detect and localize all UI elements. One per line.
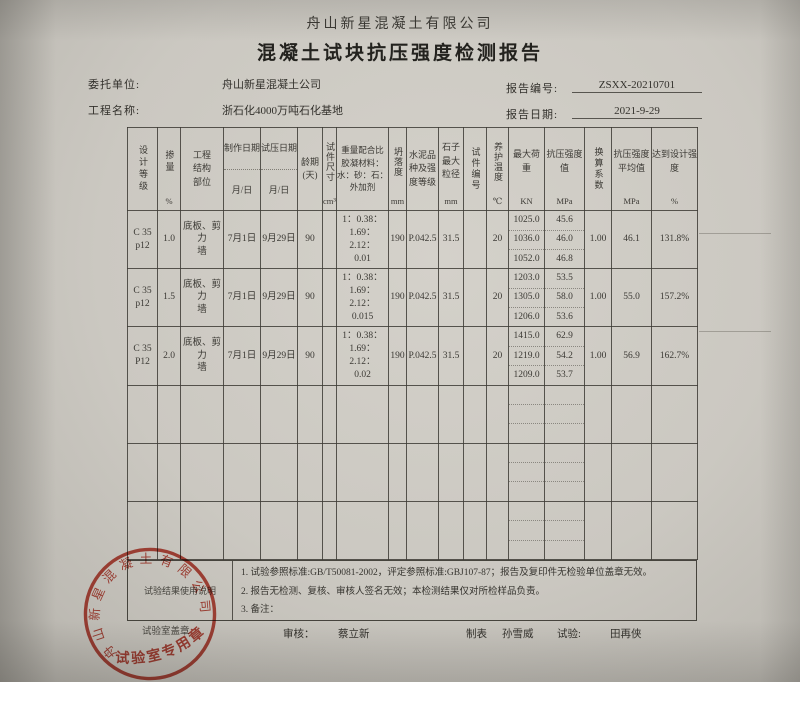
col-specimen-size: 试件尺寸 cm³	[322, 126, 337, 212]
col-make-date: 制作日期 月/日	[223, 126, 261, 212]
col-strength-avg: 抗压强度 平均值 MPa	[611, 126, 652, 212]
notes-box: 试验结果使用说明 1. 试验参照标准:GB/T50081-2002，评定参照标准…	[127, 560, 697, 621]
tabulate-label: 制表	[466, 629, 487, 640]
col-mix-ratio: 重量配合比 胶凝材料： 水：砂：石： 外加剂	[336, 126, 389, 212]
report-date-label: 报告日期:	[506, 109, 559, 121]
stamp-ring	[83, 547, 217, 681]
test-name: 田再侠	[610, 629, 642, 640]
table-row-empty	[127, 500, 698, 561]
note-line-2: 2. 报告无检测、复核、审核人签名无效；本检测结果仅对所检样品负责。	[241, 586, 546, 597]
company-name: 舟山新星混凝土有限公司	[306, 17, 494, 32]
col-age: 龄期 (天)	[297, 126, 323, 212]
notes-side-label: 试验结果使用说明	[128, 561, 233, 620]
report-title: 混凝土试块抗压强度检测报告	[256, 43, 543, 64]
review-label: 审核：	[283, 629, 315, 640]
report-date-value: 2021-9-29	[572, 105, 702, 119]
project-value: 浙石化4000万吨石化基地	[222, 105, 343, 117]
table-row: C 35 P12 2.0 底板、剪力 墙 7月1日 9月29日 90 1：0.3…	[127, 326, 698, 386]
client-value: 舟山新星混凝土公司	[222, 79, 321, 91]
stamp-title-text: 试验室专用章	[110, 620, 213, 677]
col-press-date: 试压日期 月/日	[260, 126, 298, 212]
col-coefficient: 换算系数	[584, 126, 612, 212]
col-design-pct: 达到设计强 度%	[651, 126, 698, 212]
tabulate-name: 孙雪威	[502, 629, 534, 640]
report-no-label: 报告编号:	[506, 83, 559, 95]
col-design-grade: 设计等级	[127, 126, 158, 212]
note-line-1: 1. 试验参照标准:GB/T50081-2002，评定参照标准:GBJ107-8…	[241, 568, 653, 578]
col-slump: 坍落度 mm	[388, 126, 407, 212]
lab-seal-hint: 试验室盖章	[142, 627, 190, 637]
col-strength-value: 抗压强度 值 MPa	[544, 126, 585, 212]
col-cement-type: 水泥品 种及强 度等级	[406, 126, 439, 212]
scanned-report-page: 舟山新星混凝土有限公司 混凝土试块抗压强度检测报告 委托单位: 舟山新星混凝土公…	[0, 0, 800, 682]
table-header-row: 设计等级 掺量% 工程 结构 部位 制作日期 月/日 试压日期 月/日 龄期 (天)…	[127, 126, 698, 212]
test-label: 试验:	[557, 629, 581, 640]
col-specimen-no: 试件编号	[463, 126, 487, 212]
table-row-empty	[127, 384, 698, 444]
col-structure-part: 工程 结构 部位	[180, 126, 224, 212]
project-label: 工程名称:	[88, 105, 141, 117]
report-no-value: ZSXX-20210701	[572, 79, 702, 93]
col-max-load: 最大荷重 KN	[508, 126, 545, 212]
col-cure-temp: 养护温度 ℃	[486, 126, 509, 212]
scan-artifact-line	[699, 331, 771, 332]
table-row: C 35 p12 1.5 底板、剪力 墙 7月1日 9月29日 90 1：0.3…	[127, 268, 698, 328]
col-admixture: 掺量%	[157, 126, 181, 212]
scan-artifact-line	[699, 233, 771, 234]
note-line-3: 3. 备注：	[241, 605, 280, 615]
lab-seal-stamp: 舟山新星混凝土有限公司 试验室专用章	[71, 534, 219, 681]
review-name: 蔡立新	[338, 629, 370, 640]
table-row-empty	[127, 442, 698, 502]
svg-text:试验室专用章: 试验室专用章	[110, 620, 213, 677]
client-label: 委托单位:	[88, 79, 141, 91]
table-row: C 35 p12 1.0 底板、剪力 墙 7月1日 9月29日 90 1：0.3…	[127, 210, 698, 270]
col-stone-size: 石子 最大 粒径 mm	[438, 126, 464, 212]
results-table: 设计等级 掺量% 工程 结构 部位 制作日期 月/日 试压日期 月/日 龄期 (天)…	[127, 126, 698, 561]
